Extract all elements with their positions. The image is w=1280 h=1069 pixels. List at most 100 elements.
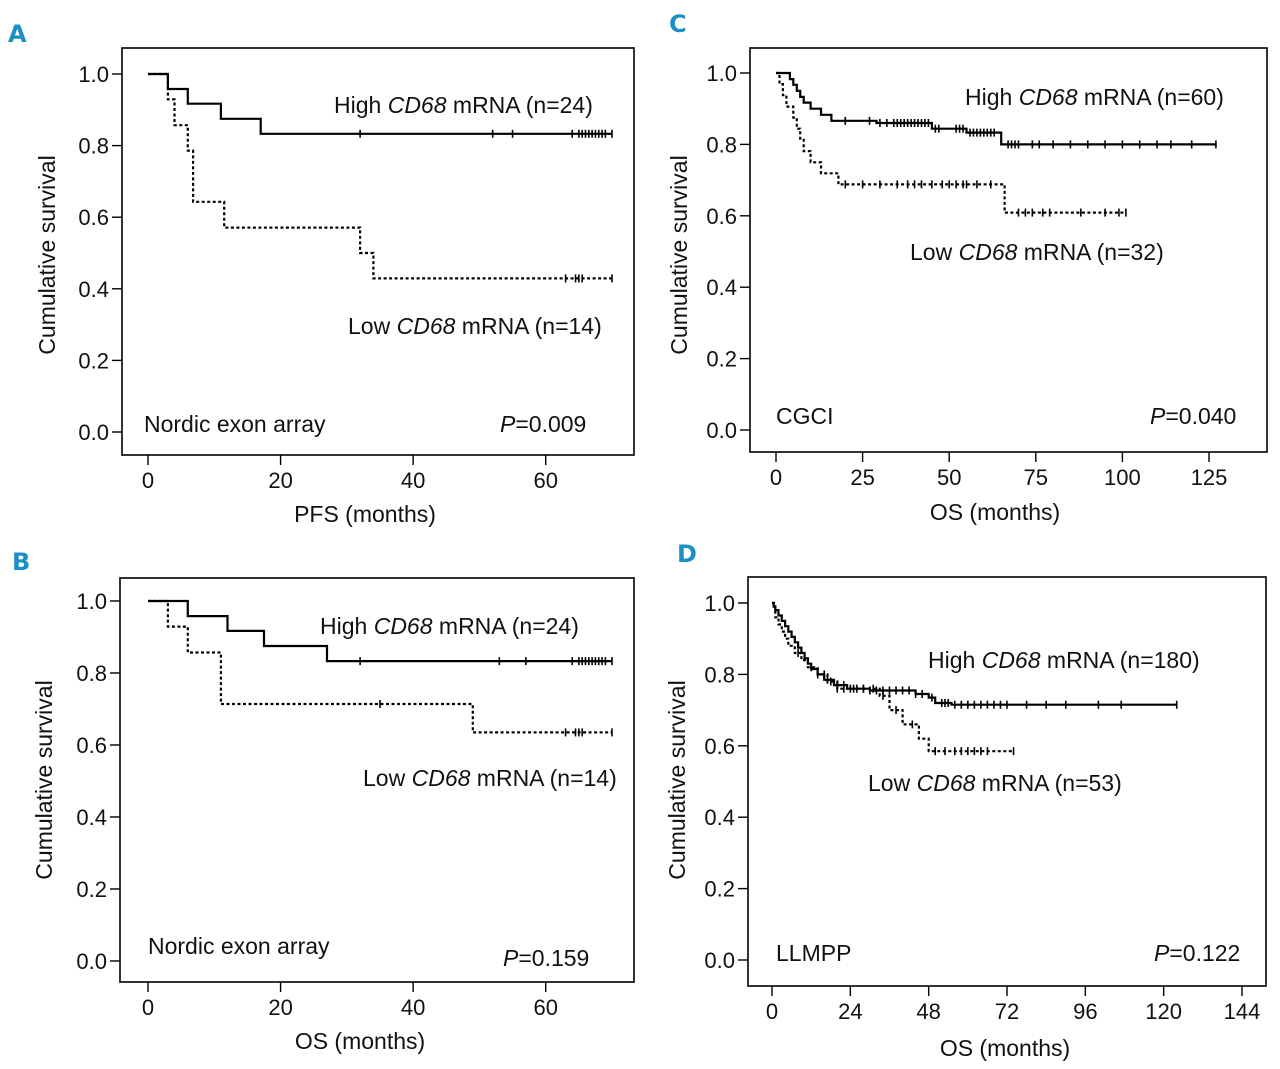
p-value-a: P=0.009 [500,411,586,437]
legend-high-d-gene: CD68 [982,647,1041,673]
x-axis-c: 0 25 50 75 100 125 [770,452,1227,490]
x-axis-b: 0 20 40 60 [142,982,558,1020]
x-tick-label-a-2: 40 [401,468,425,493]
x-axis-title-a: PFS (months) [294,501,436,527]
curve-low-b [148,599,612,734]
panel-letter-b: B [12,548,30,576]
y-tick-label-c-2: 0.4 [706,275,737,300]
y-axis-c: 0.0 0.2 0.4 0.6 0.8 1.0 [706,61,750,443]
y-tick-label-c-3: 0.6 [706,204,737,229]
legend-low-d-gene: CD68 [917,770,976,796]
p-prefix-b: P [503,945,519,971]
legend-low-b-post: mRNA (n=14) [470,765,616,791]
p-prefix-d: P [1154,940,1170,966]
x-tick-label-d-4: 96 [1073,999,1097,1024]
x-tick-label-b-0: 0 [142,995,154,1020]
panel-b: B 0.0 0.2 0.4 0.6 0.8 1.0 0 20 40 60 OS (months)… [12,548,635,1054]
curve-low-a [148,72,612,280]
y-tick-label-a-0: 0.0 [78,420,109,445]
p-number-d: =0.122 [1169,940,1240,966]
y-tick-label-a-1: 0.2 [78,348,109,373]
x-tick-label-b-2: 40 [401,995,425,1020]
y-tick-label-a-3: 0.6 [78,205,109,230]
legend-high-a-pre: High [334,92,388,118]
dataset-label-b: Nordic exon array [148,933,330,959]
x-tick-label-c-5: 125 [1191,465,1228,490]
panel-letter-d: D [677,540,697,568]
y-axis-d: 0.0 0.2 0.4 0.6 0.8 1.0 [704,591,748,973]
x-axis-title-d: OS (months) [940,1035,1070,1061]
y-axis-title-b: Cumulative survival [31,680,57,879]
x-tick-label-d-2: 48 [916,999,940,1024]
curve-low-c [776,71,1126,214]
legend-high-b-gene: CD68 [374,613,433,639]
x-tick-label-d-3: 72 [995,999,1019,1024]
curves-c [776,71,1217,217]
legend-high-b-pre: High [320,613,374,639]
legend-low-b: Low CD68 mRNA (n=14) [363,765,617,791]
y-tick-label-b-4: 0.8 [76,661,107,686]
legend-low-b-gene: CD68 [412,765,471,791]
x-tick-label-d-0: 0 [766,999,778,1024]
y-tick-label-c-4: 0.8 [706,132,737,157]
x-tick-label-c-2: 50 [937,465,961,490]
panel-letter-c: C [669,10,687,38]
x-tick-label-a-0: 0 [142,468,154,493]
p-number-a: =0.009 [515,411,586,437]
legend-high-a-post: mRNA (n=24) [447,92,593,118]
x-tick-label-c-0: 0 [770,465,782,490]
x-axis-title-b: OS (months) [295,1028,425,1054]
legend-low-b-pre: Low [363,765,412,791]
y-tick-label-d-0: 0.0 [704,948,735,973]
legend-high-a-gene: CD68 [388,92,447,118]
legend-low-c: Low CD68 mRNA (n=32) [910,239,1164,265]
dataset-label-d: LLMPP [776,940,851,966]
panel-letter-a: A [8,20,27,48]
y-axis-title-d: Cumulative survival [664,680,690,879]
x-tick-label-c-1: 25 [850,465,874,490]
y-axis-b: 0.0 0.2 0.4 0.6 0.8 1.0 [76,589,120,974]
legend-low-a: Low CD68 mRNA (n=14) [348,313,602,339]
p-prefix-a: P [500,411,516,437]
y-tick-label-d-2: 0.4 [704,805,735,830]
legend-low-d-post: mRNA (n=53) [975,770,1121,796]
y-tick-label-a-5: 1.0 [78,62,109,87]
y-tick-label-d-5: 1.0 [704,591,735,616]
p-value-d: P=0.122 [1154,940,1240,966]
plot-frame-c [749,47,1268,453]
x-tick-label-b-1: 20 [268,995,292,1020]
y-axis-a: 0.0 0.2 0.4 0.6 0.8 1.0 [78,62,122,445]
p-prefix-c: P [1150,403,1166,429]
dataset-label-a: Nordic exon array [144,411,326,437]
legend-high-b: High CD68 mRNA (n=24) [320,613,579,639]
y-axis-title-a: Cumulative survival [34,155,60,354]
p-number-b: =0.159 [518,945,589,971]
curves-b [148,599,613,737]
legend-high-c-pre: High [965,84,1019,110]
legend-high-d-pre: High [928,647,982,673]
curve-high-b [148,599,612,663]
curve-low-d [772,601,1014,753]
legend-high-c-post: mRNA (n=60) [1078,84,1224,110]
p-number-c: =0.040 [1165,403,1236,429]
x-tick-label-a-3: 60 [533,468,557,493]
x-tick-label-b-3: 60 [533,995,557,1020]
x-axis-a: 0 20 40 60 [142,455,558,493]
y-tick-label-b-5: 1.0 [76,589,107,614]
y-tick-label-d-3: 0.6 [704,734,735,759]
legend-low-a-pre: Low [348,313,397,339]
x-axis-title-c: OS (months) [930,499,1060,525]
y-tick-label-a-2: 0.4 [78,277,109,302]
legend-low-a-post: mRNA (n=14) [455,313,601,339]
curves-a [148,72,613,283]
panel-d: D 0.0 0.2 0.4 0.6 0.8 1.0 0 24 48 72 96 120 144 OS … [664,540,1267,1061]
y-tick-label-c-0: 0.0 [706,418,737,443]
legend-low-c-post: mRNA (n=32) [1017,239,1163,265]
x-tick-label-a-1: 20 [268,468,292,493]
y-tick-label-b-0: 0.0 [76,949,107,974]
curve-high-c [776,71,1216,146]
y-tick-label-c-1: 0.2 [706,347,737,372]
x-tick-label-d-5: 120 [1145,999,1182,1024]
y-tick-label-c-5: 1.0 [706,61,737,86]
legend-high-d-post: mRNA (n=180) [1041,647,1200,673]
